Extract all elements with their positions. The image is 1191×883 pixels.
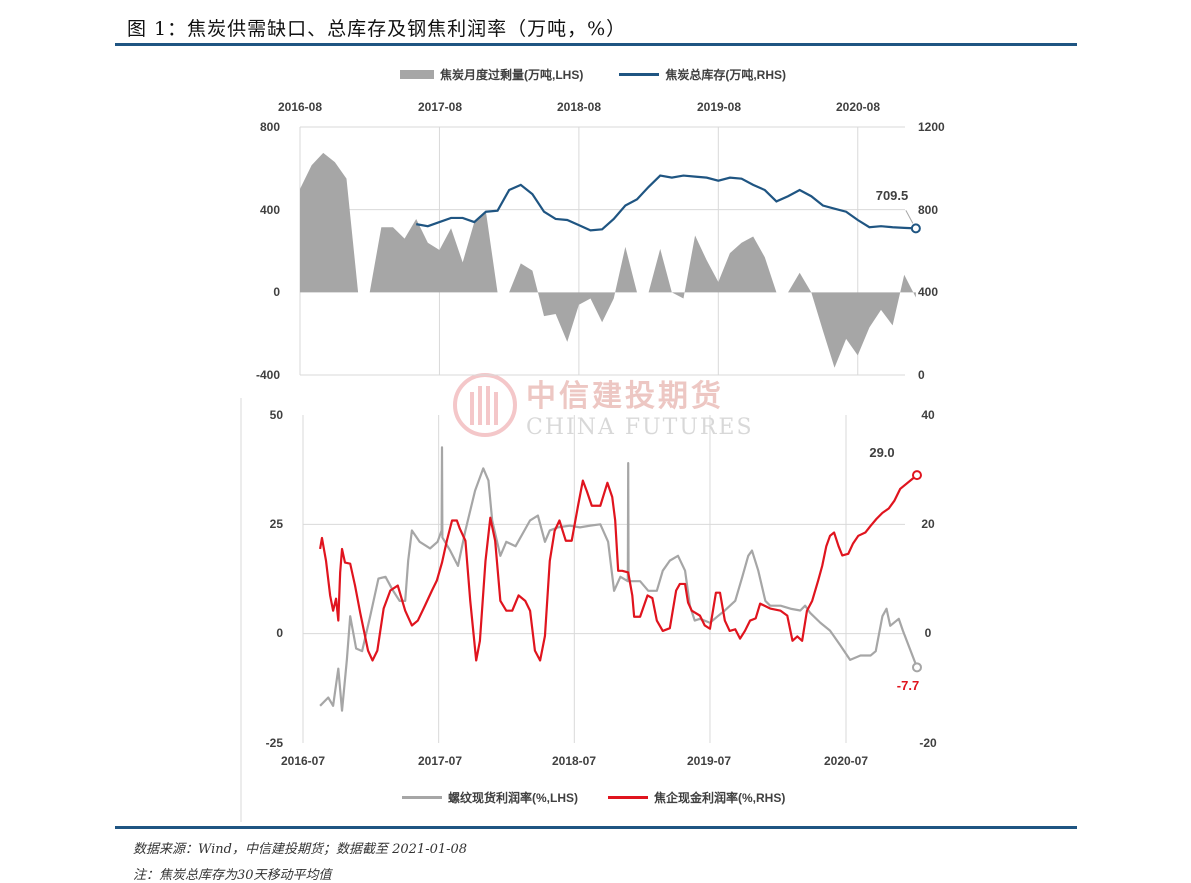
rebar-end-label: -7.7 bbox=[897, 678, 919, 693]
legend-swatch-inventory bbox=[619, 73, 660, 76]
top-left-tick: 400 bbox=[260, 203, 280, 217]
bottom-x-tick: 2019-07 bbox=[687, 754, 731, 768]
bottom-left-tick: 50 bbox=[270, 408, 284, 422]
rebar-profit-line bbox=[319, 446, 919, 712]
coke-profit-line bbox=[319, 474, 918, 662]
rebar-profit-end-marker bbox=[911, 662, 922, 673]
bottom-left-tick: 0 bbox=[276, 626, 283, 640]
inventory-end-leader bbox=[905, 210, 914, 224]
top-left-ticks: 800 400 0 -400 bbox=[256, 120, 280, 382]
bottom-right-tick: 0 bbox=[925, 626, 932, 640]
watermark: 中信建投期货 CHINA FUTURES bbox=[450, 370, 754, 440]
footer-rule bbox=[115, 826, 1077, 829]
top-left-tick: -400 bbox=[256, 368, 280, 382]
bottom-x-tick: 2018-07 bbox=[552, 754, 596, 768]
top-left-tick: 800 bbox=[260, 120, 280, 134]
coke-profit-end-marker bbox=[911, 470, 922, 481]
legend-swatch-coke bbox=[608, 796, 648, 799]
legend-swatch-rebar bbox=[402, 796, 442, 799]
top-right-tick: 800 bbox=[918, 203, 938, 217]
bottom-legend: 螺纹现货利润率(%,LHS) 焦企现金利润率(%,RHS) bbox=[402, 789, 785, 806]
top-x-tick: 2019-08 bbox=[697, 100, 741, 114]
inventory-end-label: 709.5 bbox=[876, 188, 909, 203]
top-x-tick: 2017-08 bbox=[418, 100, 462, 114]
bottom-x-ticks: 2016-07 2017-07 2018-07 2019-07 2020-07 bbox=[281, 754, 868, 768]
surplus-area bbox=[300, 152, 916, 368]
legend-label-inventory: 焦炭总库存(万吨,RHS) bbox=[665, 68, 786, 82]
source-note: 数据来源：Wind，中信建投期货；数据截至 2021-01-08 bbox=[133, 842, 468, 857]
bottom-right-ticks: 40 20 0 -20 bbox=[919, 408, 937, 750]
top-x-tick: 2016-08 bbox=[278, 100, 322, 114]
top-right-tick: 400 bbox=[918, 285, 938, 299]
bottom-right-tick: -20 bbox=[919, 736, 937, 750]
title-rule bbox=[115, 43, 1077, 46]
bottom-x-tick: 2020-07 bbox=[824, 754, 868, 768]
bottom-right-tick: 40 bbox=[921, 408, 935, 422]
watermark-en: CHINA FUTURES bbox=[526, 414, 754, 440]
top-right-tick: 0 bbox=[918, 368, 925, 382]
top-x-tick: 2020-08 bbox=[836, 100, 880, 114]
legend-label-surplus: 焦炭月度过剩量(万吨,LHS) bbox=[440, 68, 584, 82]
footnote: 注：焦炭总库存为30天移动平均值 bbox=[133, 868, 332, 883]
top-legend: 焦炭月度过剩量(万吨,LHS) 焦炭总库存(万吨,RHS) bbox=[400, 66, 786, 83]
bottom-left-ticks: 50 25 0 -25 bbox=[266, 408, 284, 750]
top-x-tick: 2018-08 bbox=[557, 100, 601, 114]
legend-label-rebar: 螺纹现货利润率(%,LHS) bbox=[448, 791, 578, 805]
bottom-x-tick: 2017-07 bbox=[418, 754, 462, 768]
watermark-cn: 中信建投期货 bbox=[526, 378, 724, 414]
top-right-tick: 1200 bbox=[918, 120, 945, 134]
top-right-ticks: 1200 800 400 0 bbox=[918, 120, 945, 382]
figure-title: 图 1：焦炭供需缺口、总库存及钢焦利润率（万吨，%） bbox=[127, 18, 627, 40]
legend-swatch-surplus bbox=[400, 70, 434, 79]
bottom-left-tick: 25 bbox=[270, 517, 284, 531]
coke-end-label: 29.0 bbox=[869, 445, 894, 460]
top-left-tick: 0 bbox=[273, 285, 280, 299]
bottom-x-tick: 2016-07 bbox=[281, 754, 325, 768]
bottom-right-tick: 20 bbox=[921, 517, 935, 531]
legend-label-coke: 焦企现金利润率(%,RHS) bbox=[654, 791, 786, 805]
inventory-line bbox=[416, 174, 916, 232]
bottom-left-tick: -25 bbox=[266, 736, 284, 750]
inventory-end-marker bbox=[910, 223, 921, 234]
top-x-ticks: 2016-08 2017-08 2018-08 2019-08 2020-08 bbox=[278, 100, 880, 114]
